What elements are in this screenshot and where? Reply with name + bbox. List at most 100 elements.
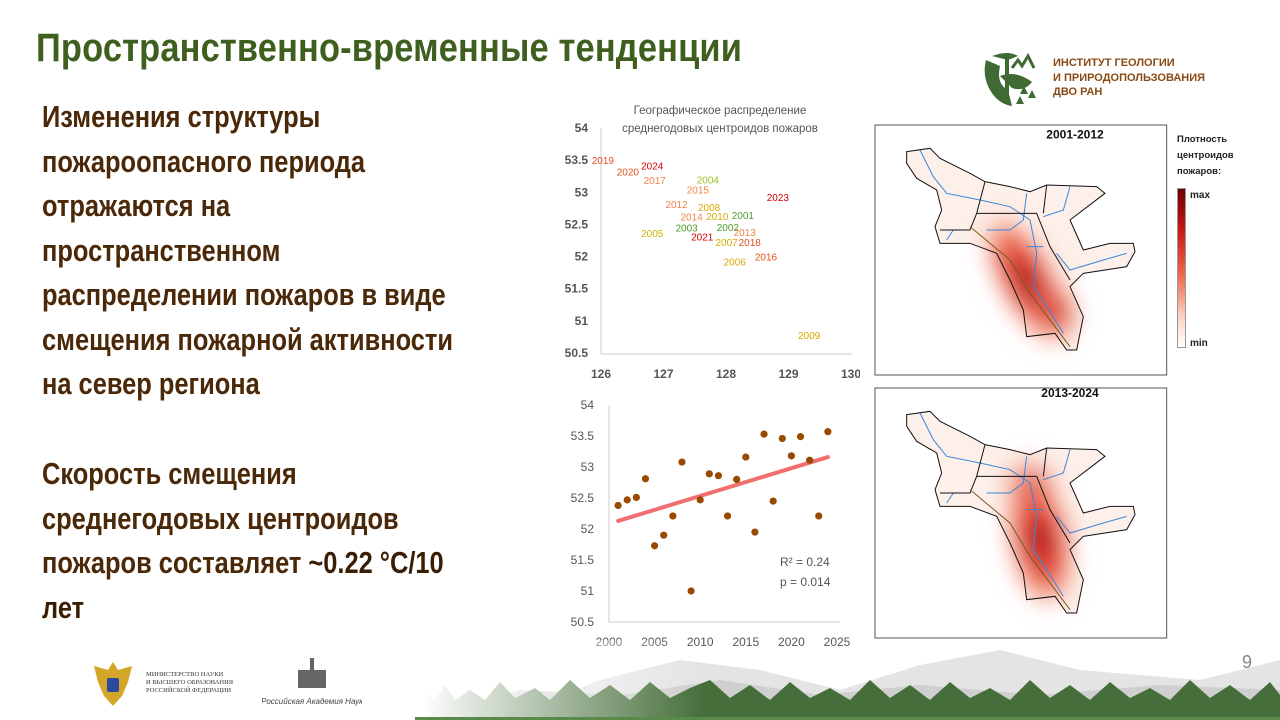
year-point-label: 2009 <box>798 331 821 342</box>
data-point <box>623 496 631 504</box>
text-block-shift-rate: Скорость смещения среднегодовых центроид… <box>42 452 444 630</box>
institute-line: ДВО РАН <box>1053 86 1103 98</box>
x-tick-label: 126 <box>591 367 611 381</box>
x-tick-label: 129 <box>778 367 798 381</box>
year-point-label: 2015 <box>687 186 710 197</box>
data-point <box>614 501 622 510</box>
text-line: на север региона <box>42 366 260 401</box>
russian-coat-of-arms-icon <box>94 662 132 706</box>
data-point <box>651 542 659 550</box>
year-point-label: 2003 <box>676 224 699 235</box>
centroid-latitude-trend-chart: 20002005201020152020202550.55151.55252.5… <box>571 398 851 649</box>
text-line: пожароопасного периода <box>42 143 366 179</box>
text-prefix: пожаров составляет <box>42 545 309 580</box>
data-point <box>742 453 750 461</box>
data-point <box>778 434 786 443</box>
x-tick-label: 128 <box>716 367 736 381</box>
data-point <box>678 458 686 466</box>
roads <box>969 226 1071 347</box>
data-point <box>751 528 759 536</box>
text-line: смещения пожарной активности <box>42 321 453 357</box>
ministry-line: РОССИЙСКОЙ ФЕДЕРАЦИИ <box>146 687 232 694</box>
year-point-label: 2021 <box>691 233 714 244</box>
legend-max-label: max <box>1190 190 1211 201</box>
year-point-label: 2017 <box>644 176 667 187</box>
year-point-label: 2023 <box>767 193 790 204</box>
data-point <box>632 493 640 501</box>
chart1-title-line1: Географическое распределение <box>634 105 807 117</box>
y-tick-label: 52 <box>575 250 589 264</box>
year-point-label: 2001 <box>732 211 755 222</box>
academy-of-sciences-logo: Российская Академия Наук <box>262 658 362 706</box>
year-point-label: 2014 <box>681 213 704 224</box>
district-borders <box>906 147 1136 351</box>
x-tick-label: 127 <box>653 367 673 381</box>
year-point-label: 2008 <box>698 203 721 214</box>
y-tick-label: 51 <box>575 314 589 328</box>
x-tick-label: 130 <box>841 367 860 381</box>
data-point <box>733 475 741 483</box>
fire-density-map-2013-2024: 2013-2024 <box>874 386 1168 639</box>
text-line: отражаются на <box>42 188 231 223</box>
chart1-title-line2: среднегодовых центроидов пожаров <box>622 123 818 135</box>
data-point <box>660 531 668 539</box>
year-point-label: 2019 <box>592 156 615 167</box>
legend-title-line: пожаров: <box>1177 166 1222 177</box>
institute-line: ИНСТИТУТ ГЕОЛОГИИ <box>1053 57 1175 69</box>
text-line: лет <box>42 589 85 625</box>
data-point <box>815 512 823 520</box>
academy-name: Российская Академия Наук <box>262 697 362 706</box>
year-point-label: 2002 <box>717 223 740 234</box>
y-tick-label: 51.5 <box>565 282 589 296</box>
map-period-label: 2013-2024 <box>1041 386 1099 400</box>
roads <box>969 489 1071 610</box>
year-point-label: 2010 <box>706 212 729 223</box>
text-line: пространственном <box>42 232 281 268</box>
y-tick-label: 52.5 <box>565 217 589 231</box>
y-tick-label: 54 <box>581 398 595 412</box>
data-point <box>696 496 704 504</box>
ministry-line: МИНИСТЕРСТВО НАУКИ <box>146 671 224 678</box>
y-tick-label: 53 <box>581 460 595 474</box>
data-point <box>714 472 723 480</box>
ministry-name: МИНИСТЕРСТВО НАУКИ И ВЫСШЕГО ОБРАЗОВАНИЯ… <box>146 671 233 695</box>
y-tick-label: 50.5 <box>565 346 589 360</box>
density-color-scale <box>1177 188 1186 348</box>
p-value-annotation: p = 0.014 <box>780 575 831 589</box>
text-line: Скорость смещения <box>42 456 297 491</box>
fire-density-map-2001-2012: 2001-2012 <box>874 124 1168 376</box>
year-point-label: 2024 <box>641 161 664 172</box>
data-point <box>824 428 832 436</box>
data-point <box>723 512 732 520</box>
legend-title-line: центроидов <box>1177 150 1234 161</box>
page-number: 9 <box>1242 652 1253 672</box>
legend-title-line: Плотность <box>1177 134 1228 145</box>
year-point-label: 2013 <box>734 228 757 239</box>
slide-title: Пространственно-временные тенденции <box>36 26 743 70</box>
text-line: распределении пожаров в виде <box>42 277 446 312</box>
institute-name: ИНСТИТУТ ГЕОЛОГИИ И ПРИРОДОПОЛЬЗОВАНИЯ Д… <box>1053 56 1205 100</box>
y-tick-label: 52.5 <box>571 491 595 505</box>
data-point <box>806 456 814 464</box>
data-point <box>687 587 695 595</box>
y-tick-label: 51.5 <box>571 553 595 567</box>
y-tick-label: 54 <box>575 121 589 135</box>
year-point-label: 2012 <box>666 200 689 211</box>
data-point <box>787 452 796 460</box>
y-tick-label: 52 <box>581 522 595 536</box>
text-line: среднегодовых центроидов <box>42 500 399 536</box>
data-point <box>669 512 677 520</box>
text-line: пожаров составляет ~0.22 °С/10 <box>42 541 444 586</box>
data-point <box>641 475 650 483</box>
ministry-line: И ВЫСШЕГО ОБРАЗОВАНИЯ <box>146 679 234 686</box>
district-borders <box>906 410 1136 614</box>
map-period-label: 2001-2012 <box>1046 127 1104 141</box>
y-tick-label: 53.5 <box>565 153 589 167</box>
data-point <box>769 497 777 505</box>
data-point <box>796 433 805 441</box>
y-tick-label: 53.5 <box>571 429 595 443</box>
legend-min-label: min <box>1190 338 1208 349</box>
data-point <box>760 430 768 438</box>
year-point-label: 2006 <box>724 258 747 269</box>
y-tick-label: 51 <box>581 584 595 598</box>
